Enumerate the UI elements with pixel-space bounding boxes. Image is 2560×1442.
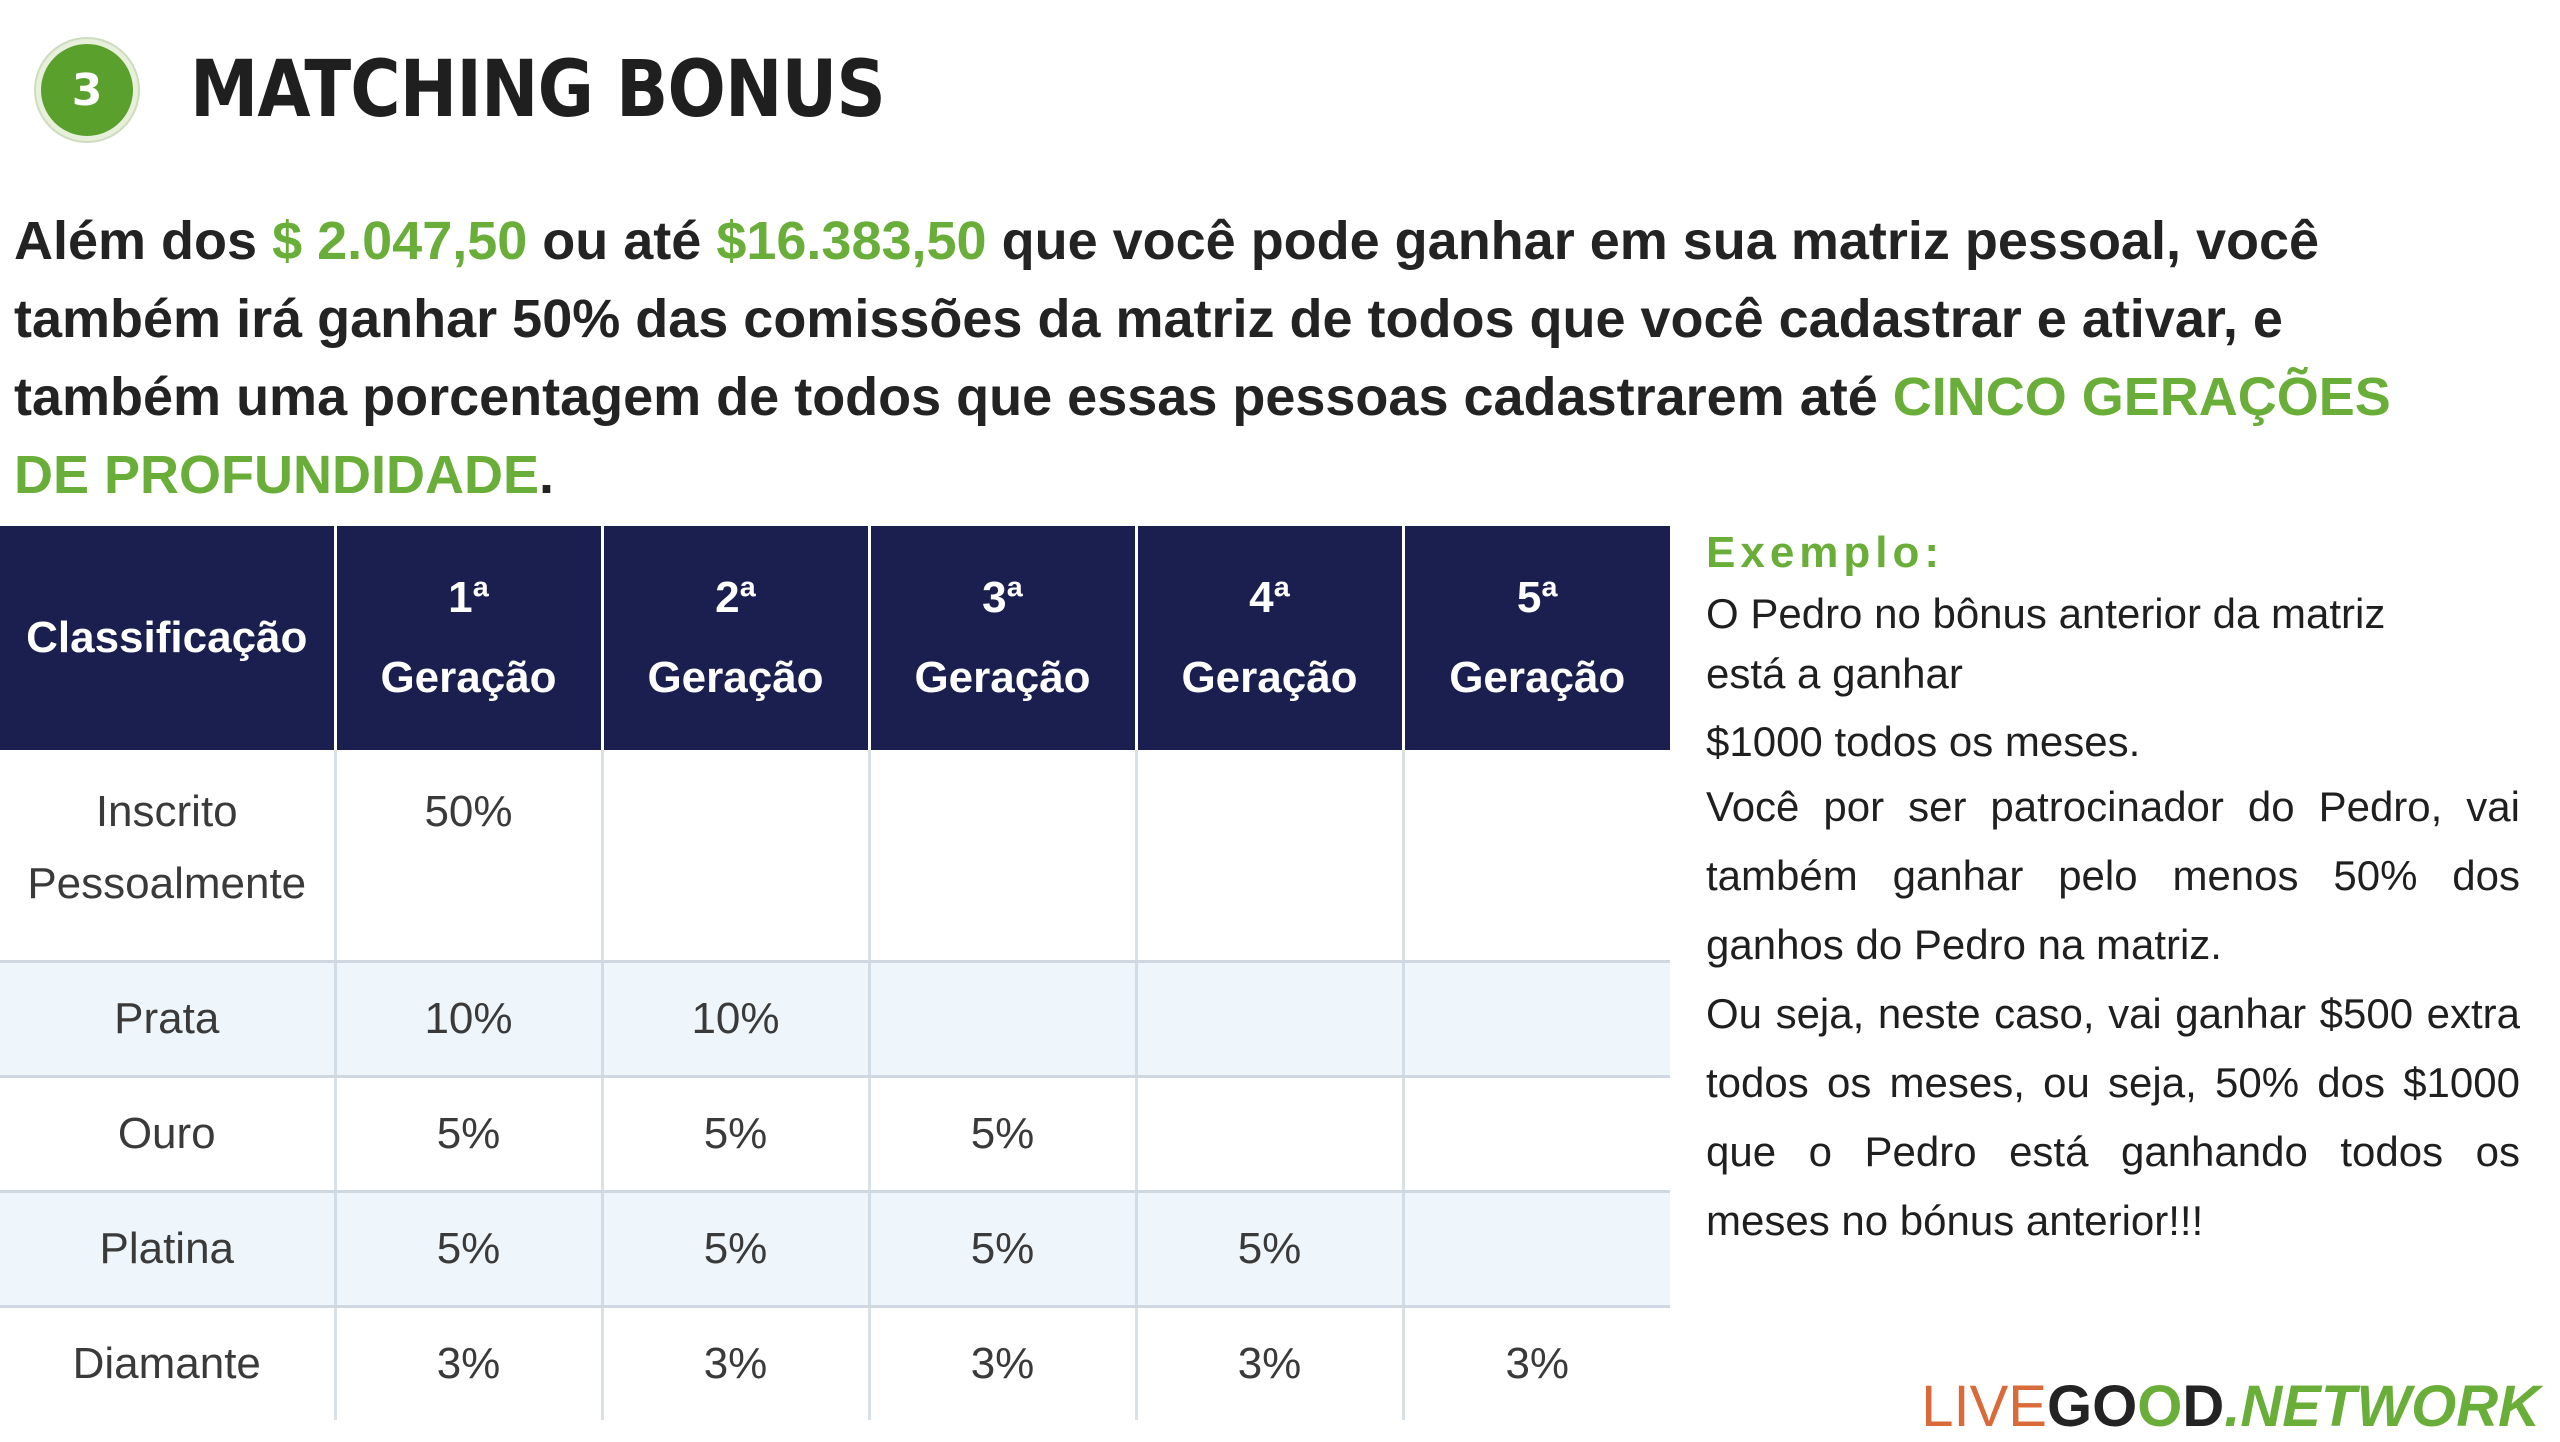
header-generation-4: 4ª Geração	[1134, 526, 1403, 750]
value-cell: 10%	[333, 961, 602, 1078]
value-cell	[867, 961, 1136, 1078]
value-cell: 5%	[600, 1191, 869, 1308]
example-line-1: O Pedro no bônus anterior da matriz	[1706, 590, 2386, 637]
matching-bonus-table: Classificação 1ª Geração 2ª Geração 3ª Gera…	[0, 526, 1670, 1420]
rank-cell: Diamante	[0, 1306, 335, 1420]
value-cell	[1134, 1076, 1403, 1193]
rank-cell: Platina	[0, 1191, 335, 1308]
amount-max-matrix: $16.383,50	[716, 211, 987, 271]
value-cell: 3%	[1401, 1306, 1670, 1420]
example-line-3: $1000 todos os meses.	[1706, 718, 2141, 765]
value-cell: 5%	[867, 1076, 1136, 1193]
header-generation-5: 5ª Geração	[1401, 526, 1670, 750]
value-cell: 5%	[333, 1076, 602, 1193]
value-cell	[1401, 1076, 1670, 1193]
amount-personal-matrix: $ 2.047,50	[272, 211, 528, 271]
header-classification: Classificação	[0, 526, 335, 750]
example-title: Exemplo:	[1706, 528, 1945, 577]
example-paragraph-2: Você por ser patrocinador do Pedro, vai …	[1706, 783, 2520, 968]
example-paragraph-3: Ou seja, neste caso, vai ganhar $500 ext…	[1706, 990, 2520, 1244]
intro-paragraph: Além dos $ 2.047,50 ou até $16.383,50 qu…	[14, 211, 2391, 505]
table-row: Ouro 5% 5% 5%	[0, 1076, 1670, 1193]
table-row: Platina 5% 5% 5% 5%	[0, 1191, 1670, 1308]
example-line-2: está a ganhar	[1706, 650, 1963, 697]
value-cell: 10%	[600, 961, 869, 1078]
section-title: MATCHING BONUS	[190, 45, 886, 135]
header-generation-3: 3ª Geração	[867, 526, 1136, 750]
value-cell	[600, 750, 869, 963]
value-cell	[1401, 961, 1670, 1078]
value-cell: 5%	[867, 1191, 1136, 1308]
value-cell	[1401, 750, 1670, 963]
value-cell: 5%	[333, 1191, 602, 1308]
rank-cell: Ouro	[0, 1076, 335, 1193]
table-header-row: Classificação 1ª Geração 2ª Geração 3ª Gera…	[0, 526, 1670, 750]
section-header: 3 MATCHING BONUS	[36, 39, 980, 141]
header-generation-2: 2ª Geração	[600, 526, 869, 750]
value-cell: 3%	[600, 1306, 869, 1420]
value-cell	[867, 750, 1136, 963]
value-cell	[1401, 1191, 1670, 1308]
example-box: Exemplo: O Pedro no bônus anterior da ma…	[1706, 522, 2520, 1255]
value-cell: 3%	[1134, 1306, 1403, 1420]
value-cell: 50%	[333, 750, 602, 963]
rank-cell: Inscrito Pessoalmente	[0, 750, 335, 963]
leaf-o-icon: O	[2092, 1374, 2138, 1439]
livegood-network-logo: LIVEGOOD.NETWORK	[1921, 1374, 2540, 1439]
value-cell	[1134, 961, 1403, 1078]
table-row: Inscrito Pessoalmente 50%	[0, 750, 1670, 963]
rank-cell: Prata	[0, 961, 335, 1078]
step-number-badge: 3	[36, 39, 138, 141]
generations-highlight: CINCO GERAÇÕES DE PROFUNDIDADE	[14, 367, 2391, 505]
value-cell: 5%	[1134, 1191, 1403, 1308]
header-generation-1: 1ª Geração	[333, 526, 602, 750]
table-row: Diamante 3% 3% 3% 3% 3%	[0, 1306, 1670, 1420]
value-cell: 5%	[600, 1076, 869, 1193]
value-cell: 3%	[867, 1306, 1136, 1420]
table-row: Prata 10% 10%	[0, 961, 1670, 1078]
value-cell	[1134, 750, 1403, 963]
value-cell: 3%	[333, 1306, 602, 1420]
